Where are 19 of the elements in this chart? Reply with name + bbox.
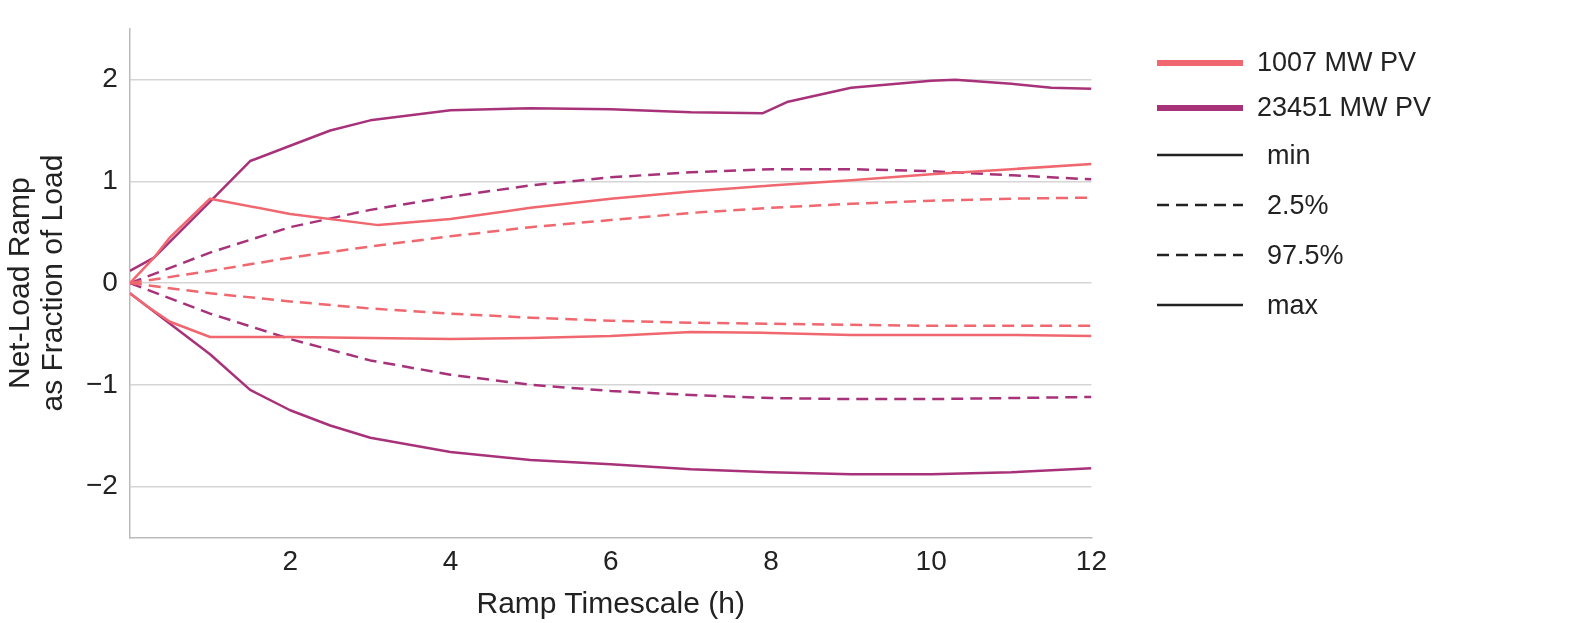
legend-label: 23451 MW PV <box>1257 92 1432 123</box>
x-tick-label: 12 <box>1075 544 1108 576</box>
y-tick-label: −2 <box>85 469 118 501</box>
text: 97.5% <box>1267 239 1344 271</box>
text: 2.5% <box>1267 189 1329 221</box>
x-tick-label: 4 <box>442 544 459 576</box>
legend-label: 1007 MW PV <box>1257 47 1417 78</box>
y-tick-label: 1 <box>102 164 118 196</box>
text: max <box>1267 289 1319 321</box>
y-axis-title: Net-Load Ramp as Fraction of Load <box>1 154 68 412</box>
x-axis-title: Ramp Timescale (h) <box>476 586 745 620</box>
x-tick-label: 6 <box>602 544 619 576</box>
x-tick-label: 8 <box>763 544 779 576</box>
y-tick-label: 0 <box>102 265 118 297</box>
y-tick-label: 2 <box>102 62 118 94</box>
x-tick-label: 10 <box>915 544 947 576</box>
y-tick-label: −1 <box>85 367 118 399</box>
text: min <box>1267 139 1311 171</box>
x-tick-label: 2 <box>282 544 298 576</box>
